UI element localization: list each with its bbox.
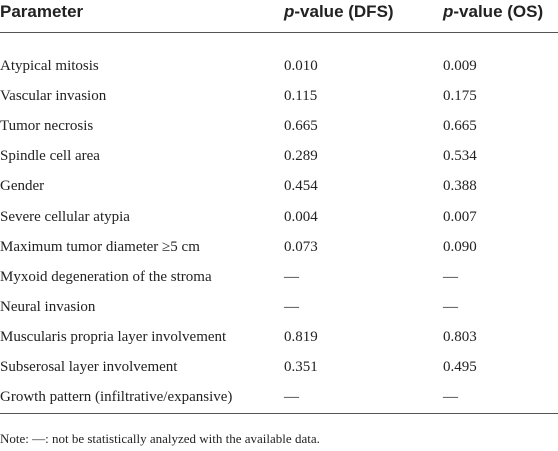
p-value-cell: 0.803 <box>443 328 477 345</box>
p-value-cell: 0.289 <box>284 148 318 165</box>
p-value-cell: 0.665 <box>284 118 318 135</box>
parameter-cell: Atypical mitosis <box>0 58 99 74</box>
p-value-cell: 0.819 <box>284 328 318 345</box>
p-value-cell: 0.090 <box>443 238 477 255</box>
parameter-cell: Neural invasion <box>0 298 96 315</box>
p-value-cell: 0.351 <box>284 359 318 375</box>
header-cell: p-value (DFS) <box>284 2 394 21</box>
p-value-cell: — <box>284 298 299 315</box>
parameter-cell: Vascular invasion <box>0 88 107 105</box>
parameter-cell: Growth pattern (infiltrative/expansive) <box>0 389 233 406</box>
header-cell: p-value (OS) <box>443 2 544 21</box>
parameter-cell: Muscularis propria layer involvement <box>0 328 227 345</box>
parameter-cell: Severe cellular atypia <box>0 208 130 225</box>
p-value-cell: 0.007 <box>443 208 477 225</box>
p-value-cell: 0.009 <box>443 58 477 74</box>
header-rule <box>0 32 558 33</box>
p-value-cell: — <box>443 298 458 315</box>
parameter-cell: Myxoid degeneration of the stroma <box>0 268 212 285</box>
p-value-cell: — <box>284 268 299 285</box>
parameter-cell: Tumor necrosis <box>0 118 94 135</box>
parameter-cell: Subserosal layer involvement <box>0 359 178 375</box>
p-value-cell: 0.454 <box>284 178 318 195</box>
p-value-cell: — <box>443 268 458 285</box>
parameter-cell: Maximum tumor diameter ≥5 cm <box>0 238 200 255</box>
p-value-cell: 0.495 <box>443 359 477 375</box>
p-value-cell: 0.004 <box>284 208 318 225</box>
p-value-cell: 0.073 <box>284 238 318 255</box>
table-note: Note: —: not be statistically analyzed w… <box>0 431 320 446</box>
p-value-cell: 0.115 <box>284 88 318 105</box>
p-value-cell: 0.175 <box>443 88 477 105</box>
parameter-cell: Spindle cell area <box>0 148 100 165</box>
p-value-cell: — <box>284 389 299 406</box>
p-value-cell: 0.534 <box>443 148 477 165</box>
bottom-rule <box>0 413 558 414</box>
p-value-cell: 0.388 <box>443 178 477 195</box>
p-value-cell: 0.665 <box>443 118 477 135</box>
header-cell: Parameter <box>0 2 84 21</box>
parameter-cell: Gender <box>0 178 45 195</box>
p-value-cell: — <box>443 389 458 406</box>
p-value-cell: 0.010 <box>284 58 318 74</box>
